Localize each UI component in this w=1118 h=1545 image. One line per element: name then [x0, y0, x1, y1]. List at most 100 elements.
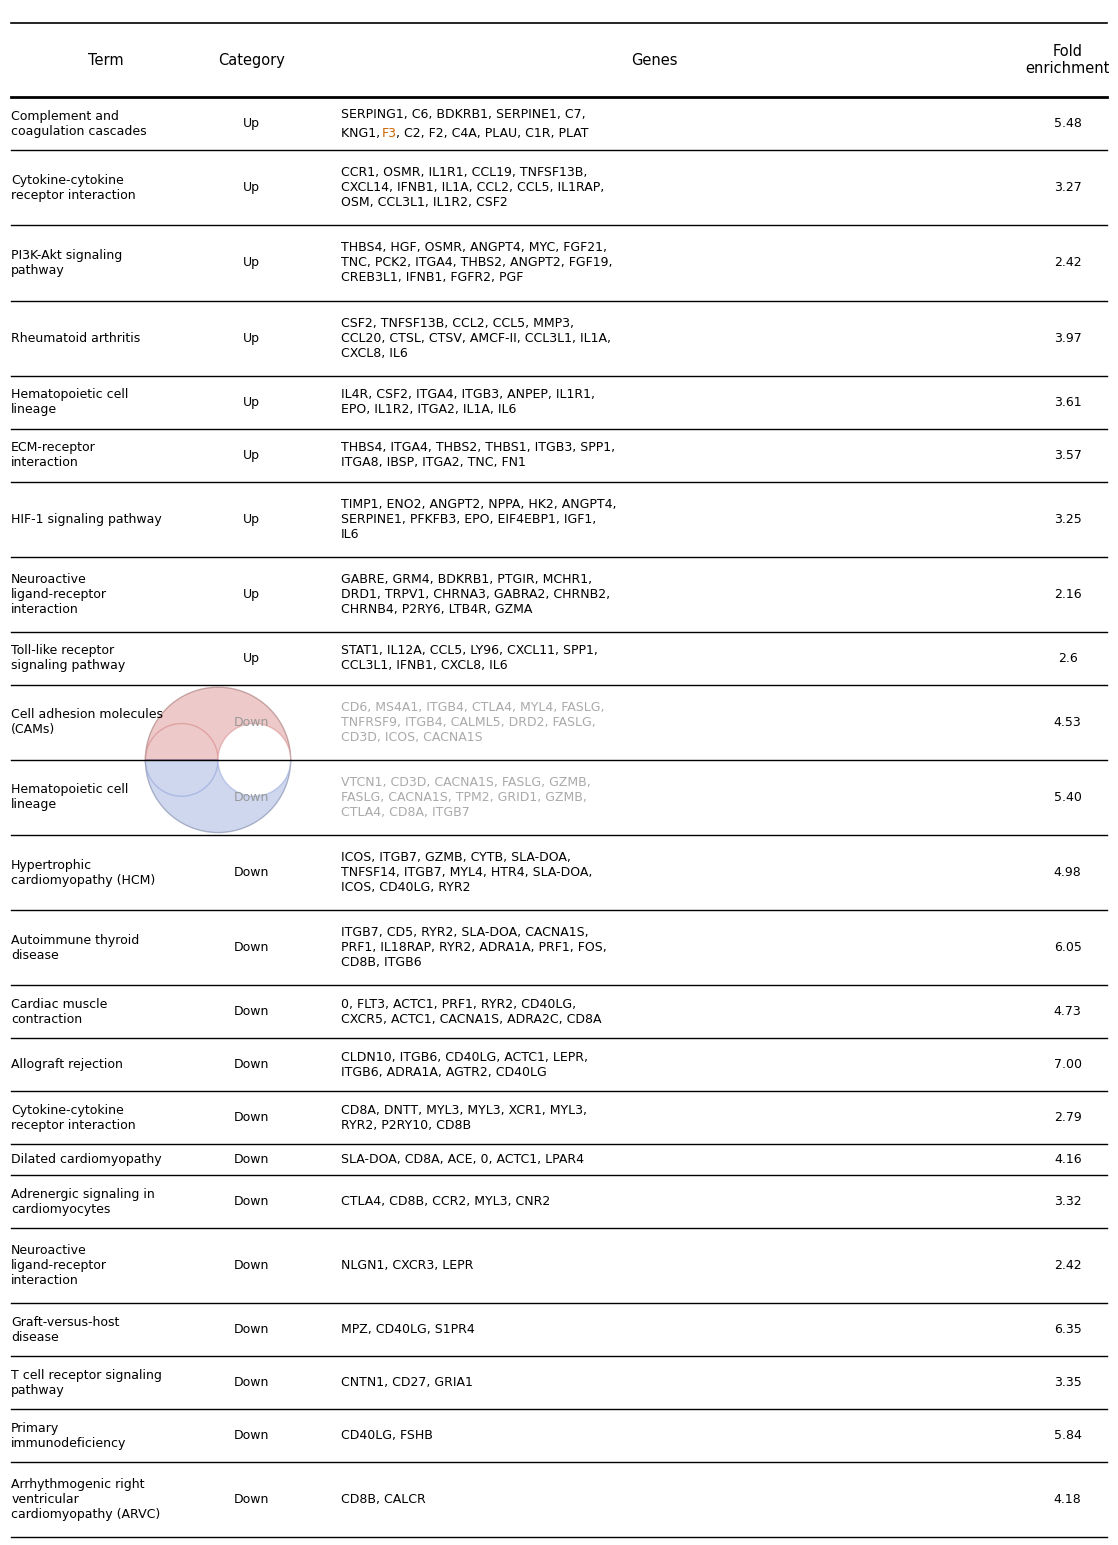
Text: SLA-DOA, CD8A, ACE, 0, ACTC1, LPAR4: SLA-DOA, CD8A, ACE, 0, ACTC1, LPAR4 [341, 1153, 584, 1166]
Text: NLGN1, CXCR3, LEPR: NLGN1, CXCR3, LEPR [341, 1259, 473, 1272]
Text: 0, FLT3, ACTC1, PRF1, RYR2, CD40LG,
CXCR5, ACTC1, CACNA1S, ADRA2C, CD8A: 0, FLT3, ACTC1, PRF1, RYR2, CD40LG, CXCR… [341, 998, 601, 1026]
Text: Up: Up [243, 396, 260, 408]
Text: THBS4, HGF, OSMR, ANGPT4, MYC, FGF21,
TNC, PCK2, ITGA4, THBS2, ANGPT2, FGF19,
CR: THBS4, HGF, OSMR, ANGPT4, MYC, FGF21, TN… [341, 241, 613, 284]
Text: 7.00: 7.00 [1053, 1058, 1082, 1071]
Text: ICOS, ITGB7, GZMB, CYTB, SLA-DOA,
TNFSF14, ITGB7, MYL4, HTR4, SLA-DOA,
ICOS, CD4: ICOS, ITGB7, GZMB, CYTB, SLA-DOA, TNFSF1… [341, 851, 593, 895]
Text: 3.25: 3.25 [1054, 513, 1081, 525]
Text: 3.97: 3.97 [1054, 332, 1081, 345]
Text: Neuroactive
ligand-receptor
interaction: Neuroactive ligand-receptor interaction [11, 1244, 107, 1287]
Text: Down: Down [234, 1259, 269, 1272]
Text: Up: Up [243, 332, 260, 345]
Text: Neuroactive
ligand-receptor
interaction: Neuroactive ligand-receptor interaction [11, 573, 107, 616]
Text: 2.16: 2.16 [1054, 587, 1081, 601]
Text: 2.42: 2.42 [1054, 256, 1081, 269]
Text: 2.79: 2.79 [1054, 1111, 1081, 1125]
Text: Up: Up [243, 117, 260, 130]
Text: Down: Down [234, 941, 269, 955]
Text: Cardiac muscle
contraction: Cardiac muscle contraction [11, 998, 107, 1026]
Text: Up: Up [243, 448, 260, 462]
Text: Down: Down [234, 867, 269, 879]
Text: STAT1, IL12A, CCL5, LY96, CXCL11, SPP1,
CCL3L1, IFNB1, CXCL8, IL6: STAT1, IL12A, CCL5, LY96, CXCL11, SPP1, … [341, 644, 598, 672]
Text: Down: Down [234, 1006, 269, 1018]
Text: Rheumatoid arthritis: Rheumatoid arthritis [11, 332, 141, 345]
Text: 4.16: 4.16 [1054, 1153, 1081, 1166]
Text: 6.05: 6.05 [1054, 941, 1081, 955]
Text: CCR1, OSMR, IL1R1, CCL19, TNFSF13B,
CXCL14, IFNB1, IL1A, CCL2, CCL5, IL1RAP,
OSM: CCR1, OSMR, IL1R1, CCL19, TNFSF13B, CXCL… [341, 167, 604, 210]
Text: Autoimmune thyroid
disease: Autoimmune thyroid disease [11, 933, 140, 961]
Text: 2.6: 2.6 [1058, 652, 1078, 664]
Text: 3.61: 3.61 [1054, 396, 1081, 408]
Text: Cell adhesion molecules
(CAMs): Cell adhesion molecules (CAMs) [11, 708, 163, 737]
Text: Primary
immunodeficiency: Primary immunodeficiency [11, 1421, 126, 1449]
Text: Graft-versus-host
disease: Graft-versus-host disease [11, 1316, 120, 1344]
Text: Up: Up [243, 587, 260, 601]
Text: GABRE, GRM4, BDKRB1, PTGIR, MCHR1,
DRD1, TRPV1, CHRNA3, GABRA2, CHRNB2,
CHRNB4, : GABRE, GRM4, BDKRB1, PTGIR, MCHR1, DRD1,… [341, 573, 610, 616]
Text: ECM-receptor
interaction: ECM-receptor interaction [11, 442, 96, 470]
Text: Allograft rejection: Allograft rejection [11, 1058, 123, 1071]
Text: 3.57: 3.57 [1054, 448, 1081, 462]
Text: Hematopoietic cell
lineage: Hematopoietic cell lineage [11, 388, 129, 416]
Text: CSF2, TNFSF13B, CCL2, CCL5, MMP3,
CCL20, CTSL, CTSV, AMCF-II, CCL3L1, IL1A,
CXCL: CSF2, TNFSF13B, CCL2, CCL5, MMP3, CCL20,… [341, 317, 612, 360]
Text: CD8A, DNTT, MYL3, MYL3, XCR1, MYL3,
RYR2, P2RY10, CD8B: CD8A, DNTT, MYL3, MYL3, XCR1, MYL3, RYR2… [341, 1103, 587, 1131]
Text: Down: Down [234, 715, 269, 729]
Text: Toll-like receptor
signaling pathway: Toll-like receptor signaling pathway [11, 644, 125, 672]
Text: Complement and
coagulation cascades: Complement and coagulation cascades [11, 110, 146, 138]
Text: Adrenergic signaling in
cardiomyocytes: Adrenergic signaling in cardiomyocytes [11, 1188, 155, 1216]
Text: Up: Up [243, 256, 260, 269]
Text: 5.40: 5.40 [1054, 791, 1081, 803]
Polygon shape [145, 760, 291, 833]
Text: Down: Down [234, 1196, 269, 1208]
Text: Fold
enrichment: Fold enrichment [1025, 45, 1110, 76]
Text: PI3K-Akt signaling
pathway: PI3K-Akt signaling pathway [11, 249, 123, 277]
Text: Up: Up [243, 652, 260, 664]
Text: CD8B, CALCR: CD8B, CALCR [341, 1492, 426, 1506]
Text: CD40LG, FSHB: CD40LG, FSHB [341, 1429, 433, 1441]
Text: Down: Down [234, 1429, 269, 1441]
Text: 3.27: 3.27 [1054, 181, 1081, 195]
Text: VTCN1, CD3D, CACNA1S, FASLG, GZMB,
FASLG, CACNA1S, TPM2, GRID1, GZMB,
CTLA4, CD8: VTCN1, CD3D, CACNA1S, FASLG, GZMB, FASLG… [341, 776, 590, 819]
Text: F3: F3 [382, 127, 397, 139]
Text: 4.98: 4.98 [1054, 867, 1081, 879]
Text: KNG1,: KNG1, [341, 127, 385, 139]
Text: 4.53: 4.53 [1054, 715, 1081, 729]
Text: CTLA4, CD8B, CCR2, MYL3, CNR2: CTLA4, CD8B, CCR2, MYL3, CNR2 [341, 1196, 550, 1208]
Text: TIMP1, ENO2, ANGPT2, NPPA, HK2, ANGPT4,
SERPINE1, PFKFB3, EPO, EIF4EBP1, IGF1,
I: TIMP1, ENO2, ANGPT2, NPPA, HK2, ANGPT4, … [341, 497, 616, 541]
Text: Arrhythmogenic right
ventricular
cardiomyopathy (ARVC): Arrhythmogenic right ventricular cardiom… [11, 1479, 160, 1522]
Text: Down: Down [234, 1323, 269, 1336]
Text: Cytokine-cytokine
receptor interaction: Cytokine-cytokine receptor interaction [11, 175, 135, 202]
Text: Down: Down [234, 1492, 269, 1506]
Text: , C2, F2, C4A, PLAU, C1R, PLAT: , C2, F2, C4A, PLAU, C1R, PLAT [396, 127, 588, 139]
Text: 4.18: 4.18 [1054, 1492, 1081, 1506]
Text: 6.35: 6.35 [1054, 1323, 1081, 1336]
Text: Hypertrophic
cardiomyopathy (HCM): Hypertrophic cardiomyopathy (HCM) [11, 859, 155, 887]
Text: 5.84: 5.84 [1054, 1429, 1081, 1441]
Text: CLDN10, ITGB6, CD40LG, ACTC1, LEPR,
ITGB6, ADRA1A, AGTR2, CD40LG: CLDN10, ITGB6, CD40LG, ACTC1, LEPR, ITGB… [341, 1051, 588, 1078]
Text: Cytokine-cytokine
receptor interaction: Cytokine-cytokine receptor interaction [11, 1103, 135, 1131]
Text: ITGB7, CD5, RYR2, SLA-DOA, CACNA1S,
PRF1, IL18RAP, RYR2, ADRA1A, PRF1, FOS,
CD8B: ITGB7, CD5, RYR2, SLA-DOA, CACNA1S, PRF1… [341, 925, 607, 969]
Text: Down: Down [234, 1111, 269, 1125]
Text: SERPING1, C6, BDKRB1, SERPINE1, C7,: SERPING1, C6, BDKRB1, SERPINE1, C7, [341, 108, 586, 121]
Text: THBS4, ITGA4, THBS2, THBS1, ITGB3, SPP1,
ITGA8, IBSP, ITGA2, TNC, FN1: THBS4, ITGA4, THBS2, THBS1, ITGB3, SPP1,… [341, 442, 615, 470]
Text: HIF-1 signaling pathway: HIF-1 signaling pathway [11, 513, 162, 525]
Text: Down: Down [234, 1377, 269, 1389]
Text: IL4R, CSF2, ITGA4, ITGB3, ANPEP, IL1R1,
EPO, IL1R2, ITGA2, IL1A, IL6: IL4R, CSF2, ITGA4, ITGB3, ANPEP, IL1R1, … [341, 388, 595, 416]
Text: Category: Category [218, 53, 285, 68]
Text: Dilated cardiomyopathy: Dilated cardiomyopathy [11, 1153, 162, 1166]
Text: 5.48: 5.48 [1054, 117, 1081, 130]
Polygon shape [145, 688, 291, 760]
Text: Up: Up [243, 513, 260, 525]
Text: Hematopoietic cell
lineage: Hematopoietic cell lineage [11, 783, 129, 811]
Text: CNTN1, CD27, GRIA1: CNTN1, CD27, GRIA1 [341, 1377, 473, 1389]
Text: 2.42: 2.42 [1054, 1259, 1081, 1272]
Text: 3.32: 3.32 [1054, 1196, 1081, 1208]
Text: 3.35: 3.35 [1054, 1377, 1081, 1389]
Text: T cell receptor signaling
pathway: T cell receptor signaling pathway [11, 1369, 162, 1397]
Text: Down: Down [234, 791, 269, 803]
Text: MPZ, CD40LG, S1PR4: MPZ, CD40LG, S1PR4 [341, 1323, 475, 1336]
Text: Genes: Genes [631, 53, 678, 68]
Text: Down: Down [234, 1153, 269, 1166]
Text: CD6, MS4A1, ITGB4, CTLA4, MYL4, FASLG,
TNFRSF9, ITGB4, CALML5, DRD2, FASLG,
CD3D: CD6, MS4A1, ITGB4, CTLA4, MYL4, FASLG, T… [341, 701, 605, 743]
Text: Down: Down [234, 1058, 269, 1071]
Text: Up: Up [243, 181, 260, 195]
Text: Term: Term [88, 53, 124, 68]
